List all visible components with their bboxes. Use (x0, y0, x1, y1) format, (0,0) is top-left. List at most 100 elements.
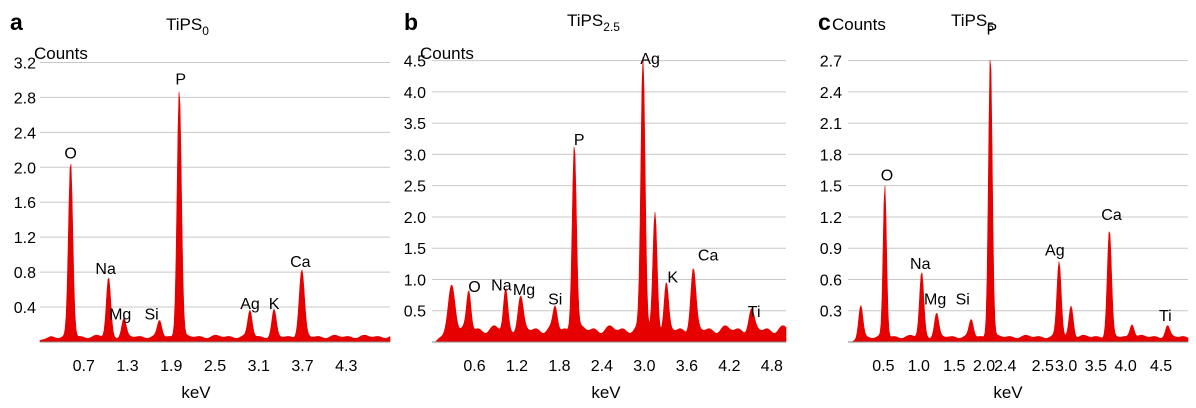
x-tick-label-1: 1.2 (506, 358, 528, 375)
panel-letter: a (10, 9, 23, 35)
y-tick-label-7: 4.0 (404, 85, 426, 102)
chart-svg-a: 0.4 0.8 1.2 1.6 2.0 2.4 2.8 3.2 0.7 1.3 1.9 2.5 3.1 3… (10, 9, 391, 402)
x-tick-label-6: 4.3 (335, 358, 357, 375)
y-tick-label-0: 0.3 (820, 304, 842, 321)
spectrum-series (39, 91, 391, 343)
y-tick-label-7: 3.2 (14, 55, 36, 72)
y-tick-label-5: 3.0 (404, 147, 426, 164)
peak-label-P: P (574, 132, 585, 149)
y-tick-label-3: 2.0 (404, 210, 426, 227)
x-tick-label-0: 0.6 (463, 358, 485, 375)
y-tick-label-0: 0.4 (14, 300, 36, 317)
y-tick-label-8: 4.5 (404, 54, 426, 71)
peak-label-Ti: Ti (748, 304, 761, 321)
y-tick-label-4: 1.5 (820, 179, 842, 196)
chart-svg-c: 0.30.60.91.21.51.82.12.42.70.5 1.0 1.5 2.0 2… (818, 9, 1189, 402)
peak-label-Na: Na (910, 256, 931, 273)
x-tick-label-0: 0.7 (73, 358, 95, 375)
y-tick-label-7: 2.4 (820, 85, 842, 102)
peak-label-Si: Si (548, 291, 562, 308)
peak-label-Na: Na (491, 278, 512, 295)
y-axis-label: Counts (34, 44, 88, 63)
y-tick-label-6: 2.8 (14, 90, 36, 107)
peak-label-Ti: Ti (1159, 308, 1172, 325)
x-tick-label-3: 2.0 (973, 358, 995, 375)
peak-label-O: O (64, 146, 76, 163)
eds-spectrum-panel-b: 0.5 1.0 1.5 2.0 2.5 3.0 3.5 4.0 4.5 0.6 1.2 1.8 2.4 3… (398, 0, 796, 408)
peak-label-Ag: Ag (640, 51, 660, 68)
peak-label-Ca: Ca (1101, 207, 1122, 224)
spectrum-series (432, 56, 787, 343)
peak-label-Ca: Ca (290, 254, 311, 271)
y-tick-label-3: 1.2 (820, 210, 842, 227)
x-tick-label-4: 2.4 (994, 358, 1016, 375)
y-tick-label-3: 1.6 (14, 195, 36, 212)
eds-spectrum-panel-a: 0.4 0.8 1.2 1.6 2.0 2.4 2.8 3.2 0.7 1.3 1.9 2.5 3.1 3… (0, 0, 398, 408)
y-tick-label-2: 1.2 (14, 230, 36, 247)
y-tick-label-6: 3.5 (404, 116, 426, 133)
peak-label-P: P (986, 22, 997, 39)
peak-label-P: P (175, 71, 186, 88)
peak-label-O: O (468, 279, 480, 296)
y-tick-label-5: 2.4 (14, 125, 36, 142)
x-tick-label-4: 3.1 (248, 358, 270, 375)
x-tick-label-0: 0.5 (872, 358, 894, 375)
peak-label-Mg: Mg (513, 282, 535, 299)
y-tick-label-4: 2.5 (404, 179, 426, 196)
y-tick-label-1: 1.0 (404, 272, 426, 289)
x-tick-label-1: 1.3 (116, 358, 138, 375)
x-tick-label-6: 4.2 (718, 358, 740, 375)
x-tick-label-5: 3.6 (676, 358, 698, 375)
y-axis-label: Counts (420, 44, 474, 63)
y-tick-label-5: 1.8 (820, 147, 842, 164)
y-tick-label-2: 0.9 (820, 241, 842, 258)
eds-spectrum-panel-c: 0.3 0.6 0.9 1.2 1.5 1.8 2.1 2.4 2.7 0.5 1.0 1.5 2.0 2… (796, 0, 1194, 408)
panel-title: TiPS0 (166, 15, 209, 38)
chart-svg-b: 0.5 1.0 1.5 2.0 2.5 3.0 3.5 4.0 4.5 0.6 1.2 1.8 2.4 3… (404, 9, 787, 402)
spectrum-area (432, 56, 787, 343)
x-axis-label: keV (181, 383, 211, 402)
x-tick-label-4: 3.0 (633, 358, 655, 375)
peak-label-K: K (667, 270, 678, 287)
y-tick-label-4: 2.0 (14, 160, 36, 177)
peak-label-O: O (881, 167, 893, 184)
panel-title: TiPS5 (951, 11, 994, 34)
peak-label-Na: Na (95, 261, 116, 278)
x-tick-label-9: 4.5 (1150, 358, 1172, 375)
y-tick-label-8: 2.7 (820, 54, 842, 71)
x-tick-label-7: 3.5 (1085, 358, 1107, 375)
x-tick-label-2: 1.8 (548, 358, 570, 375)
x-tick-label-7: 4.8 (761, 358, 783, 375)
y-axis-label: Counts (832, 15, 886, 34)
x-tick-label-2: 1.5 (943, 358, 965, 375)
x-tick-label-3: 2.5 (204, 358, 226, 375)
x-tick-label-8: 4.0 (1115, 358, 1137, 375)
peak-label-Ag: Ag (1045, 243, 1065, 260)
y-tick-label-1: 0.8 (14, 265, 36, 282)
x-tick-label-5: 2.5 (1032, 358, 1054, 375)
spectrum-series (848, 60, 1189, 343)
peak-label-Ca: Ca (698, 248, 719, 265)
spectrum-area (39, 91, 391, 343)
peak-label-Si: Si (144, 306, 158, 323)
peak-label-K: K (269, 296, 280, 313)
peak-label-Mg: Mg (924, 291, 946, 308)
peak-label-Si: Si (956, 291, 970, 308)
x-axis-label: keV (591, 383, 621, 402)
x-axis-label: keV (993, 383, 1023, 402)
y-tick-label-0: 0.5 (404, 304, 426, 321)
y-tick-label-2: 1.5 (404, 241, 426, 258)
panel-title: TiPS2.5 (567, 11, 620, 34)
x-tick-label-3: 2.4 (591, 358, 613, 375)
y-tick-label-6: 2.1 (820, 116, 842, 133)
x-tick-label-5: 3.7 (291, 358, 313, 375)
y-tick-label-1: 0.6 (820, 272, 842, 289)
x-tick-label-2: 1.9 (160, 358, 182, 375)
panel-letter: b (404, 9, 418, 35)
spectrum-area (848, 60, 1189, 343)
x-tick-label-6: 3.0 (1055, 358, 1077, 375)
panel-letter: c (818, 9, 831, 35)
peak-label-Ag: Ag (240, 296, 260, 313)
x-tick-label-1: 1.0 (908, 358, 930, 375)
peak-label-Mg: Mg (109, 306, 131, 323)
